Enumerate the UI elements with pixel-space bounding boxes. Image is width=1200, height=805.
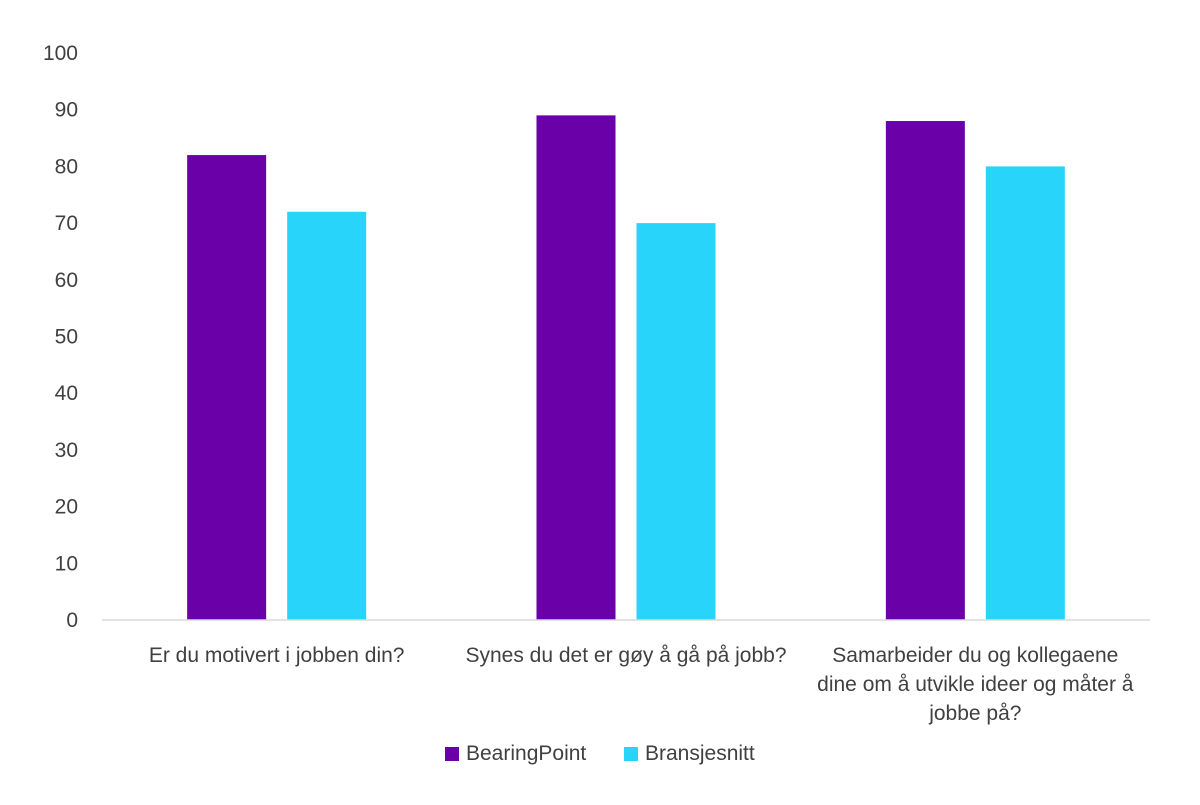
y-tick-label: 60 [55,269,78,292]
bars [187,115,1065,620]
x-axis-labels: Er du motivert i jobben din? Synes du det… [149,644,1134,725]
y-axis: 0 10 20 30 40 50 60 70 80 90 100 [43,42,78,632]
bar-bearingpoint-1 [187,155,266,620]
legend-swatch-bransjesnitt [624,747,638,761]
bar-bransjesnitt-3 [986,166,1065,620]
y-tick-label: 0 [66,609,78,632]
bar-bransjesnitt-2 [637,223,716,620]
y-tick-label: 40 [55,382,78,405]
y-tick-label: 80 [55,155,78,178]
bar-bearingpoint-2 [537,115,616,620]
y-tick-label: 100 [43,42,78,65]
y-tick-label: 10 [55,552,78,575]
bar-bransjesnitt-1 [287,212,366,620]
chart-container: 0 10 20 30 40 50 60 70 80 90 100 Er du motivert i … [0,0,1200,800]
x-category-label: Synes du det er gøy å gå på jobb? [465,644,786,667]
y-tick-label: 30 [55,439,78,462]
y-tick-label: 90 [55,99,78,122]
x-category-label: Samarbeider du og kollegaene dine om å ut… [817,644,1134,725]
bar-bearingpoint-3 [886,121,965,620]
y-tick-label: 70 [55,212,78,235]
y-tick-label: 50 [55,326,78,349]
legend-label-bransjesnitt: Bransjesnitt [645,742,755,765]
legend-label-bearingpoint: BearingPoint [466,742,586,765]
bar-chart: 0 10 20 30 40 50 60 70 80 90 100 Er du motivert i … [0,0,1200,800]
legend: BearingPoint Bransjesnitt [445,742,755,765]
y-tick-label: 20 [55,496,78,519]
legend-swatch-bearingpoint [445,747,459,761]
x-category-label: Er du motivert i jobben din? [149,644,405,667]
